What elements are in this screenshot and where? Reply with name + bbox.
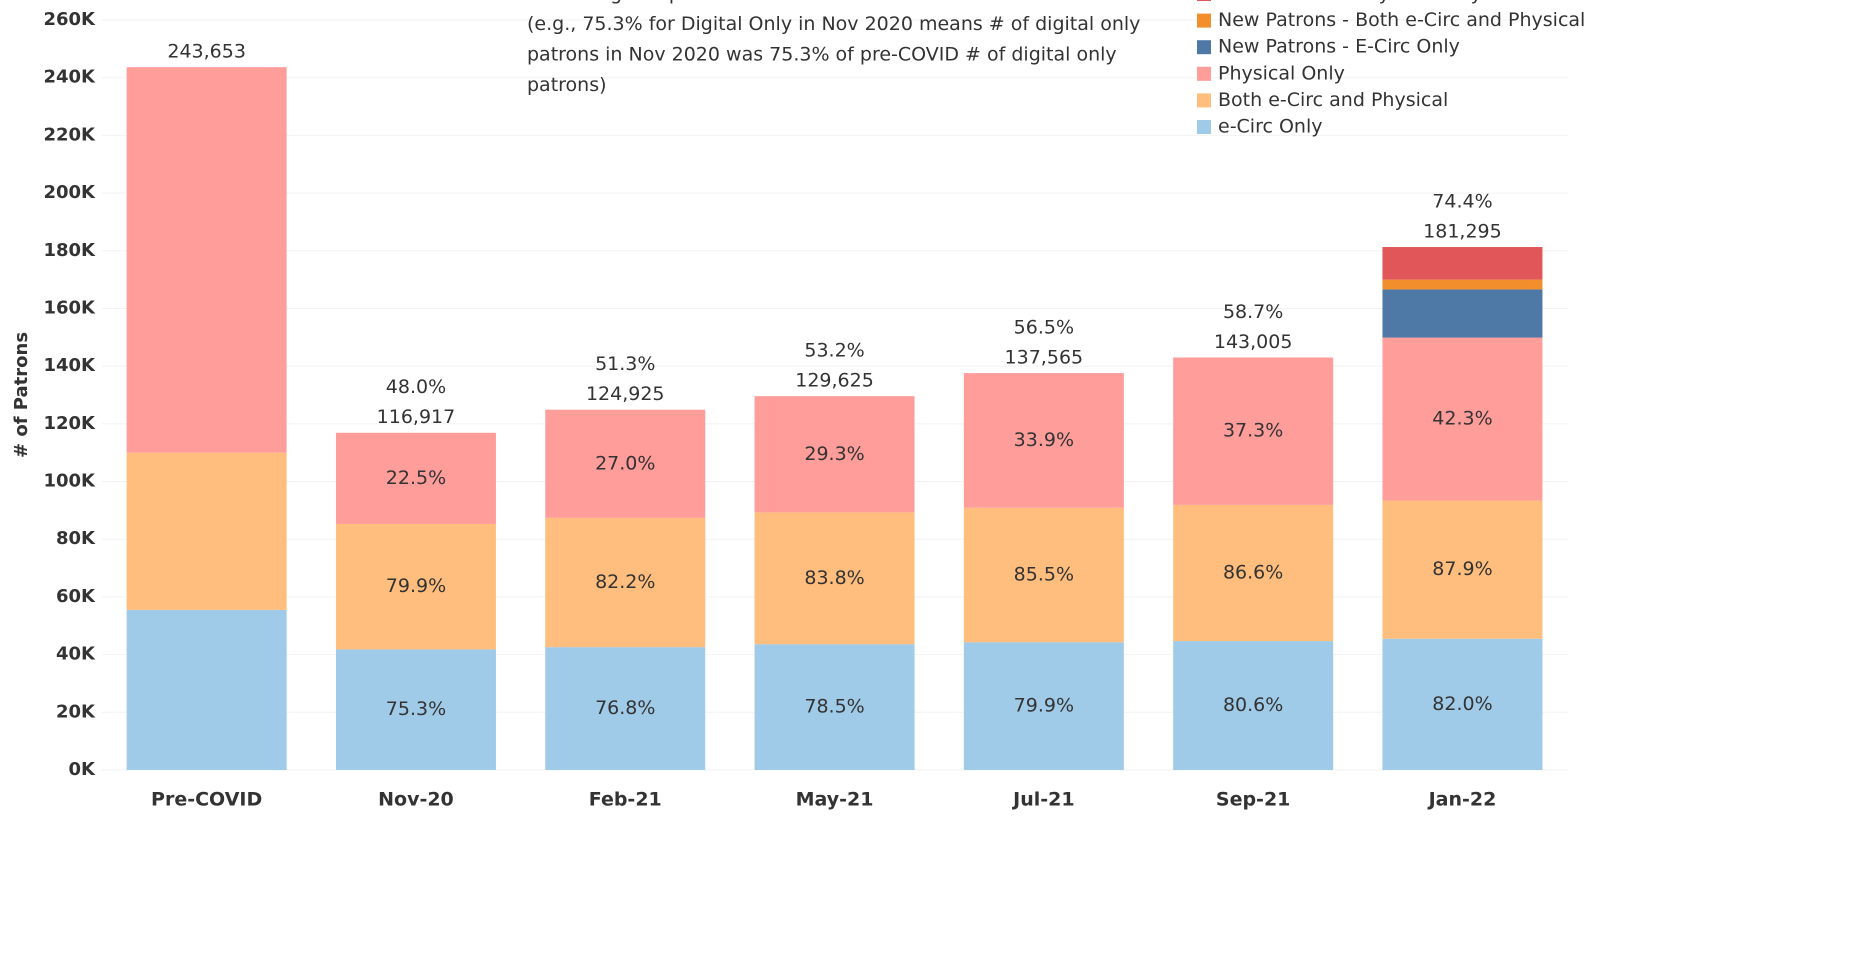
total-percent-label: 48.0% (386, 376, 446, 398)
legend-label: New Patrons - E-Circ Only (1218, 36, 1460, 58)
y-tick-label: 160K (43, 297, 96, 318)
y-tick-label: 40K (56, 644, 96, 665)
y-tick-label: 80K (56, 528, 96, 549)
bar-segment (126, 67, 287, 453)
legend-label: New Patrons - Physical Only (1218, 0, 1482, 5)
y-tick-label: 100K (43, 471, 96, 492)
bar-segment (963, 373, 1124, 508)
segment-label: 76.8% (595, 697, 655, 719)
legend-label: e-Circ Only (1218, 116, 1323, 138)
annotation: (e.g., 75.3% for Digital Only in Nov 202… (527, 13, 1140, 35)
bar-segment (963, 507, 1124, 643)
legend-label: Both e-Circ and Physical (1218, 89, 1448, 111)
bar-segment (1382, 638, 1543, 770)
legend-swatch (1197, 66, 1211, 81)
legend-swatch (1197, 93, 1211, 108)
y-tick-label: 220K (43, 124, 96, 145)
total-label: 116,917 (377, 406, 456, 428)
legend-swatch (1197, 40, 1211, 55)
segment-label: 37.3% (1223, 420, 1283, 442)
total-label: 137,565 (1005, 347, 1084, 369)
bar-segment (335, 432, 496, 524)
total-label: 124,925 (586, 383, 665, 405)
x-tick-label: Jul-21 (1011, 789, 1074, 811)
legend-swatch (1197, 120, 1211, 134)
y-tick-label: 240K (43, 67, 96, 88)
annotation: patrons) (527, 74, 607, 96)
y-tick-label: 200K (43, 182, 96, 203)
segment-label: 33.9% (1014, 429, 1074, 451)
segment-label: 42.3% (1432, 408, 1492, 430)
bar-segment (126, 452, 287, 610)
bar-segment (335, 523, 496, 650)
total-percent-label: 51.3% (595, 353, 655, 375)
y-tick-label: 60K (56, 586, 96, 607)
bar-segment (126, 609, 287, 770)
legend-label: New Patrons - Both e-Circ and Physical (1218, 9, 1585, 31)
bar-segment (545, 409, 706, 518)
total-label: 143,005 (1214, 331, 1293, 353)
segment-label: 85.5% (1014, 564, 1074, 586)
segment-label: 27.0% (595, 452, 655, 474)
y-tick-label: 180K (43, 240, 96, 261)
bar-segment (1382, 289, 1543, 338)
segment-label: 82.0% (1432, 693, 1492, 715)
total-label: 243,653 (167, 41, 246, 63)
bar-segment (963, 642, 1124, 770)
bar-segment (545, 517, 706, 648)
total-label: 129,625 (795, 370, 874, 392)
x-tick-label: Sep-21 (1216, 789, 1291, 811)
annotation: patrons in Nov 2020 was 75.3% of pre-COV… (527, 44, 1117, 66)
y-tick-label: 20K (56, 701, 96, 722)
bar-segment (1382, 247, 1543, 280)
bar-segment (1382, 279, 1543, 290)
segment-label: 79.9% (1014, 695, 1074, 717)
annotation: Percentages represent % of Pre-COVID # o… (527, 0, 1017, 5)
total-percent-label: 74.4% (1432, 191, 1492, 213)
y-tick-label: 260K (43, 9, 96, 30)
legend-swatch (1197, 0, 1211, 1)
y-tick-label: 0K (69, 759, 97, 780)
x-tick-label: Feb-21 (589, 789, 662, 811)
segment-label: 82.2% (595, 571, 655, 593)
y-axis-label: # of Patrons (11, 332, 32, 458)
bar-segment (545, 647, 706, 770)
legend-label: Physical Only (1218, 62, 1345, 84)
segment-label: 29.3% (804, 443, 864, 465)
x-tick-label: Pre-COVID (151, 789, 262, 811)
total-label: 181,295 (1423, 221, 1502, 243)
bar-segment (754, 644, 915, 770)
bar-segment (754, 396, 915, 513)
bar-segment (1382, 500, 1543, 639)
total-percent-label: 56.5% (1014, 317, 1074, 339)
bar-segment (335, 649, 496, 770)
legend-swatch (1197, 13, 1211, 28)
bar-segment (1173, 357, 1334, 505)
bar-segment (1173, 641, 1334, 770)
segment-label: 75.3% (386, 698, 446, 720)
segment-label: 83.8% (804, 567, 864, 589)
x-tick-label: Nov-20 (378, 789, 454, 811)
y-tick-label: 140K (43, 355, 96, 376)
segment-label: 79.9% (386, 575, 446, 597)
total-percent-label: 58.7% (1223, 301, 1283, 323)
segment-label: 87.9% (1432, 558, 1492, 580)
segment-label: 86.6% (1223, 561, 1283, 583)
bar-segment (1382, 337, 1543, 501)
x-tick-label: May-21 (796, 789, 874, 811)
segment-label: 78.5% (804, 696, 864, 718)
bar-segment (1173, 504, 1334, 642)
segment-label: 80.6% (1223, 694, 1283, 716)
y-tick-label: 120K (43, 413, 96, 434)
bar-segment (754, 512, 915, 645)
segment-label: 22.5% (386, 467, 446, 489)
total-percent-label: 53.2% (804, 340, 864, 362)
x-tick-label: Jan-22 (1427, 789, 1497, 811)
